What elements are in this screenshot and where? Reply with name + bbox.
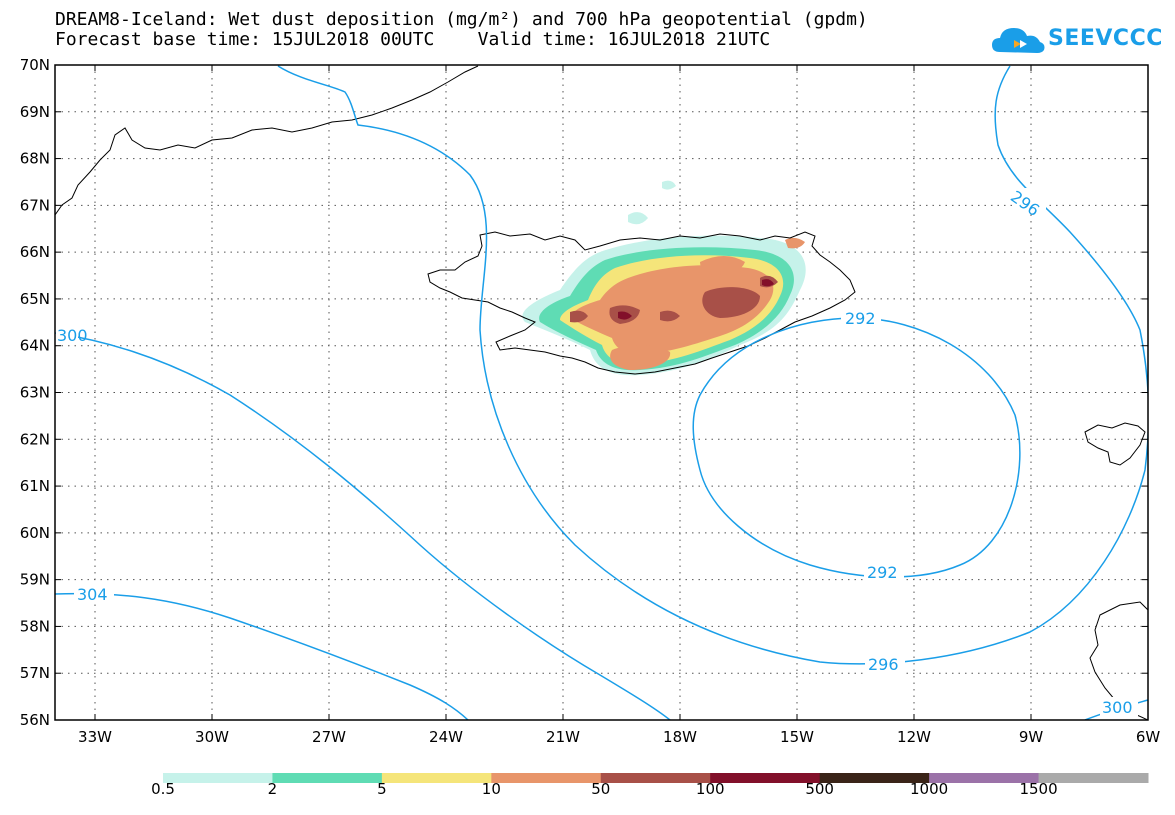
lon-label-6w: 6W [1136,728,1161,746]
lon-label-21w: 21W [546,728,580,746]
dust-deposition-field [522,180,806,376]
colorbar-label: 2 [267,780,278,798]
lon-label-30w: 30W [195,728,229,746]
longitude-labels: 33W 30W 27W 24W 21W 18W 15W 12W 9W 6W [78,728,1160,746]
colorbar-swatch [381,773,492,783]
colorbar-label: 0.5 [151,780,175,798]
contour-label-296-bottom: 296 [868,655,899,674]
greenland-coastline [55,65,479,216]
map-title-line1: DREAM8-Iceland: Wet dust deposition (mg/… [55,9,868,30]
colorbar [163,773,1149,783]
contour-label-292-top: 292 [845,309,876,328]
colorbar-label: 100 [695,780,725,798]
colorbar-label: 500 [805,780,834,798]
logo-text: SEEVCCC [1048,26,1163,51]
contour-label-300-left: 300 [57,326,88,345]
colorbar-label: 10 [481,780,501,798]
iceland-coastline [427,231,856,375]
contour-300 [55,332,671,720]
lon-label-24w: 24W [429,728,463,746]
contour-label-300-right: 300 [1102,698,1133,717]
contour-304 [55,592,469,720]
seevccc-logo: SEEVCCC [990,22,1162,58]
lat-label-57n: 57N [20,664,50,682]
lon-label-9w: 9W [1019,728,1044,746]
lat-label-59n: 59N [20,571,50,589]
colorbar-label: 5 [377,780,387,798]
lat-label-67n: 67N [20,196,50,214]
lat-label-64n: 64N [20,337,50,355]
lat-label-65n: 65N [20,290,50,308]
colorbar-swatch [600,773,711,783]
lat-label-69n: 69N [20,103,50,121]
colorbar-swatch [163,773,273,783]
lat-label-62n: 62N [20,430,50,448]
lon-label-27w: 27W [312,728,346,746]
axis-ticks [55,64,1149,721]
faroe-scotland-coastline [1084,422,1146,466]
colorbar-swatch [710,773,821,783]
lat-label-66n: 66N [20,243,50,261]
colorbar-label: 1500 [1019,780,1058,798]
lon-label-15w: 15W [780,728,814,746]
lon-label-33w: 33W [78,728,112,746]
lat-label-56n: 56N [20,711,50,729]
lat-label-60n: 60N [20,524,50,542]
lat-label-63n: 63N [20,384,50,402]
latitude-labels: 70N 69N 68N 67N 66N 65N 64N 63N 62N 61N 60N 59N 58N 5… [20,56,50,729]
contour-label-304-left: 304 [77,585,108,604]
lon-label-18w: 18W [663,728,697,746]
contour-296 [277,65,1148,665]
colorbar-swatch [272,773,383,783]
colorbar-swatch [1038,773,1149,783]
lat-label-58n: 58N [20,617,50,635]
lat-label-70n: 70N [20,56,50,74]
cloud-logo-icon [992,28,1045,53]
lat-lon-grid [55,65,1148,720]
colorbar-swatch [491,773,602,783]
contour-labels: 292 292 296 296 300 300 304 [56,187,1138,717]
colorbar-label: 50 [591,780,611,798]
colorbar-swatch [819,773,930,783]
colorbar-swatch [929,773,1040,783]
lat-label-68n: 68N [20,150,50,168]
lon-label-12w: 12W [897,728,931,746]
contour-label-292-bottom: 292 [867,563,898,582]
colorbar-label: 1000 [910,780,949,798]
lat-label-61n: 61N [20,477,50,495]
map-title-line2: Forecast base time: 15JUL2018 00UTC Vali… [55,29,771,50]
